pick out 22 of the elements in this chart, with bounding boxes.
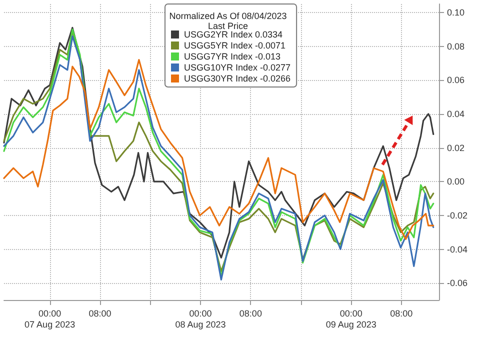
y-tick-label: 0.00	[447, 176, 465, 187]
x-tick-label: 00:00 09 Aug 2023	[326, 308, 376, 330]
y-tick-label: -0.04	[447, 244, 468, 254]
y-tick-label: 0.08	[447, 41, 465, 52]
x-tick-label: 08:00	[88, 308, 112, 318]
y-tick-label: 0.10	[447, 7, 465, 18]
legend-title: Normalized As Of 08/04/2023 Last Price	[169, 11, 287, 31]
legend-label: USGG7YR Index -0.013	[184, 52, 281, 62]
y-tick-label: 0.06	[447, 75, 465, 86]
legend-label: USGG5YR Index -0.0071	[184, 40, 286, 50]
y-tick-label: 0.02	[447, 142, 465, 153]
legend-label: USGG30YR Index -0.0266	[184, 74, 291, 84]
x-tick-label: 08:00	[239, 308, 262, 318]
legend-label: USGG2YR Index 0.0334	[184, 30, 283, 40]
x-tick-label: 08:00	[390, 308, 413, 318]
y-tick-label: 0.04	[447, 108, 465, 119]
y-tick-label: -0.02	[447, 210, 468, 220]
x-tick-label: 00:00 08 Aug 2023	[175, 308, 226, 330]
line-series	[3, 59, 434, 240]
y-tick-label: -0.06	[447, 278, 468, 288]
x-tick-label: 00:00 07 Aug 2023	[24, 308, 76, 330]
legend-label: USGG10YR Index -0.0277	[184, 62, 291, 72]
